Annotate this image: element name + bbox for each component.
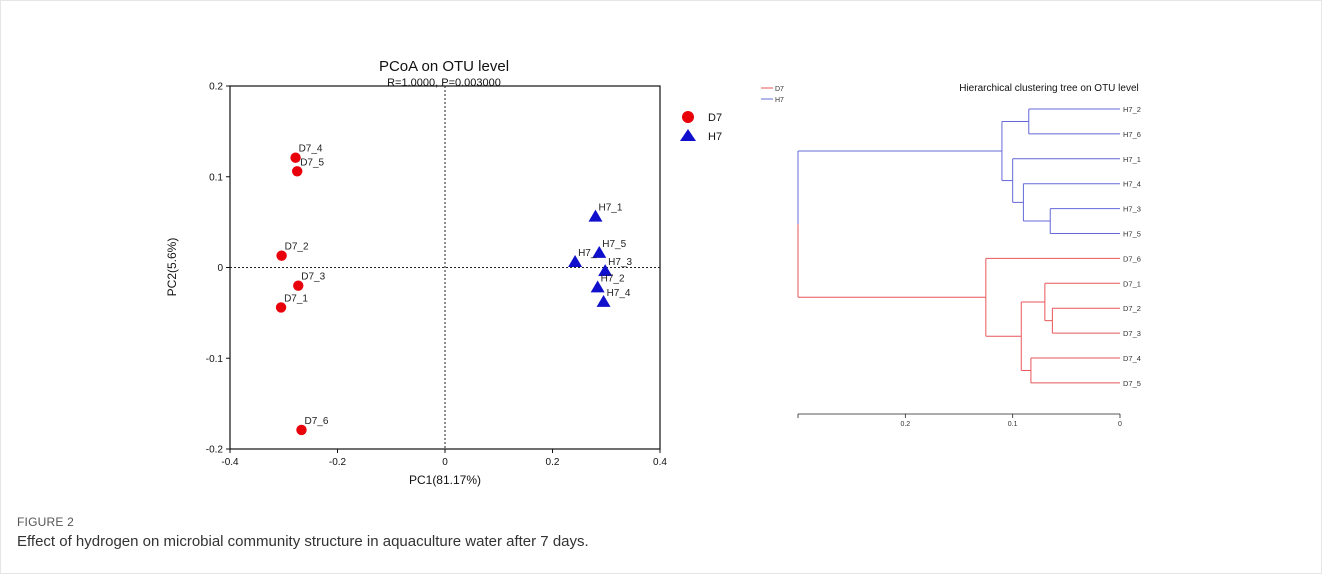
point-d7_1 [275, 302, 287, 313]
dendrogram-tick-label: 0 [1118, 421, 1122, 428]
point-h7_1 [588, 209, 603, 222]
point-label: H7_5 [602, 239, 626, 250]
point-d7_6 [296, 424, 307, 436]
point-label: H7_ [578, 248, 597, 259]
x-tick-label: 0 [442, 457, 448, 468]
point-h7_2 [590, 280, 605, 293]
x-axis-label: PC1(81.17%) [409, 473, 481, 487]
pcoa-chart: PCoA on OTU level R=1.0000, P=0.003000 -… [165, 58, 722, 487]
point-label: D7_2 [285, 242, 309, 253]
y-tick-label: -0.1 [206, 354, 224, 365]
leaf-label-h7_6: H7_6 [1123, 130, 1141, 139]
dendrogram-branches [797, 108, 1120, 384]
dendrogram-legend-label-h7: H7 [775, 97, 784, 104]
point-label: H7_4 [607, 288, 631, 299]
leaf-label-d7_4: D7_4 [1123, 354, 1141, 363]
point-label: D7_5 [300, 157, 324, 168]
x-tick-label: 0.2 [546, 457, 560, 468]
leaf-label-h7_2: H7_2 [1123, 105, 1141, 114]
dendrogram-legend-label-d7: D7 [775, 86, 784, 93]
reference-lines [230, 86, 660, 449]
point-label: H7_1 [599, 203, 623, 214]
point-label: D7_3 [301, 272, 325, 283]
legend-marker-h7 [680, 129, 696, 141]
leaf-label-d7_2: D7_2 [1123, 304, 1141, 313]
point-d7_5 [291, 166, 303, 177]
leaf-label-d7_3: D7_3 [1123, 329, 1141, 338]
point-d7_4 [290, 152, 301, 163]
x-tick-label: 0.4 [653, 457, 667, 468]
point-label: D7_6 [304, 416, 328, 427]
point-label: H7_2 [601, 273, 625, 284]
leaf-label-d7_5: D7_5 [1123, 379, 1141, 388]
point-h7 [568, 255, 583, 267]
pcoa-subtitle: R=1.0000, P=0.003000 [387, 77, 501, 89]
pcoa-axes: -0.4 -0.2 0 0.2 0.4-0.2-0.100.10.2 [206, 82, 668, 469]
point-h7_4 [596, 294, 611, 307]
legend-marker-d7 [682, 111, 694, 123]
point-label: D7_1 [284, 293, 308, 304]
legend-label-h7: H7 [708, 131, 722, 143]
point-label: D7_4 [299, 144, 323, 155]
dendrogram-axis: 0.2 0.1 0 [797, 413, 1122, 428]
point-d7_3 [293, 280, 304, 291]
leaf-label-d7_1: D7_1 [1123, 279, 1141, 288]
y-tick-label: 0.2 [209, 82, 223, 93]
dendrogram-leaf-labels: H7_2 H7_6 H7_1 H7_4 H7_3 H7_5 D7_6 D7_1 D7_2 D7_3… [1123, 105, 1141, 388]
x-tick-label: -0.2 [329, 457, 347, 468]
y-tick-label: 0.1 [209, 172, 223, 183]
dendrogram-tick-label: 0.2 [900, 421, 910, 428]
leaf-label-h7_1: H7_1 [1123, 155, 1141, 164]
leaf-label-d7_6: D7_6 [1123, 254, 1141, 263]
leaf-label-h7_5: H7_5 [1123, 230, 1141, 239]
dendrogram-legend: D7 H7 [761, 86, 784, 104]
leaf-label-h7_3: H7_3 [1123, 205, 1141, 214]
pcoa-title: PCoA on OTU level [379, 58, 509, 75]
y-tick-label: -0.2 [206, 445, 224, 456]
leaf-label-h7_4: H7_4 [1123, 180, 1141, 189]
y-axis-label: PC2(5.6%) [165, 238, 179, 297]
y-tick-label: 0 [217, 263, 223, 274]
point-h7_5 [592, 245, 607, 258]
pcoa-legend: D7 H7 [680, 111, 722, 143]
dendrogram-title: Hierarchical clustering tree on OTU leve… [959, 83, 1139, 94]
point-h7_3 [598, 264, 613, 277]
legend-label-d7: D7 [708, 112, 722, 124]
point-label: H7_3 [608, 257, 632, 268]
figure-caption: Effect of hydrogen on microbial communit… [17, 533, 589, 550]
dendrogram-tick-label: 0.1 [1008, 421, 1018, 428]
x-tick-label: -0.4 [221, 457, 239, 468]
figure-label: FIGURE 2 [17, 515, 74, 529]
dendrogram-chart: Hierarchical clustering tree on OTU leve… [797, 83, 1141, 428]
pcoa-points: D7_4 D7_5 D7_2 D7_3 D7_1 D7_6 H7_1 H7_5 H7_ H7_3 H… [275, 144, 633, 436]
point-d7_2 [276, 250, 287, 261]
